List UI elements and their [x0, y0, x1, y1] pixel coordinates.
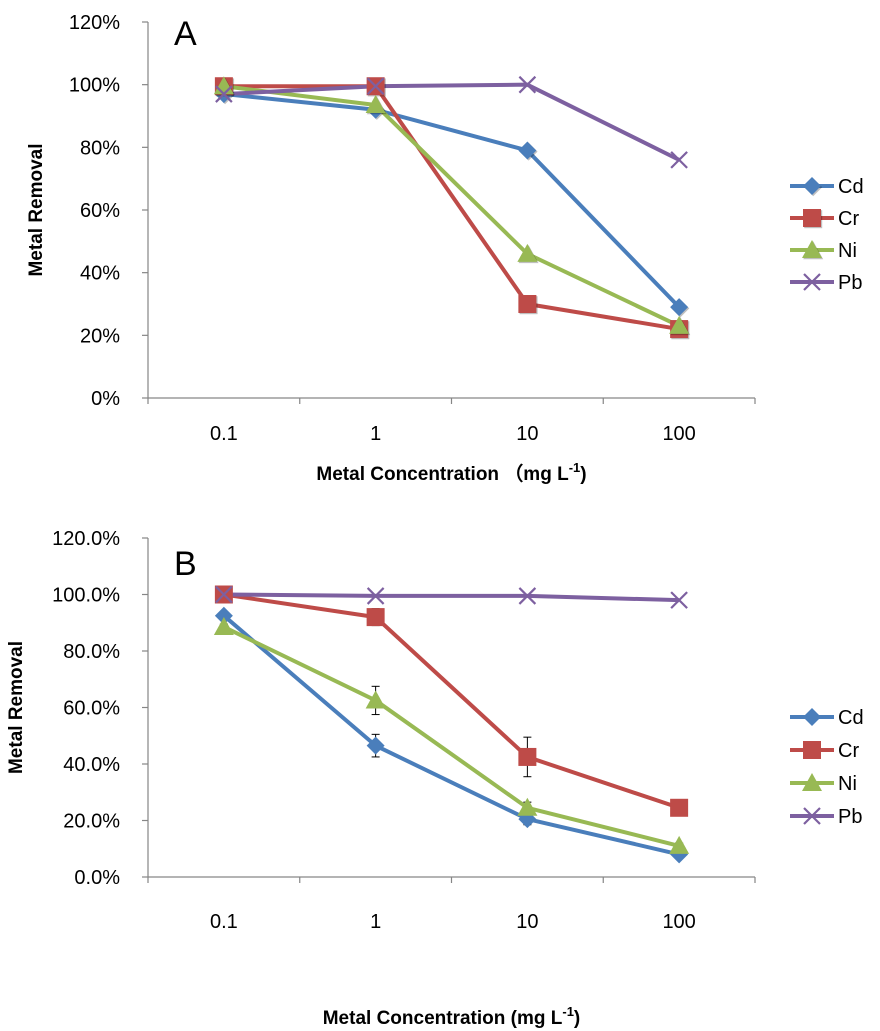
- legend-marker-cr: [803, 741, 821, 759]
- legend-label-pb: Pb: [838, 806, 862, 828]
- panel-label: A: [174, 15, 197, 53]
- series-line-ni: [223, 625, 680, 848]
- x-tick-label: 100: [662, 911, 695, 933]
- point-ni-1: [365, 690, 386, 709]
- point-cd-10: [518, 141, 537, 160]
- y-axis-title: Metal Removal: [26, 143, 47, 276]
- point-cr-1: [366, 608, 385, 627]
- point-pb-10-stroke-b: [518, 587, 537, 605]
- point-ni-100: [669, 835, 690, 854]
- legend-item-pb: Pb: [790, 806, 862, 828]
- legend-marker-cd: [803, 708, 821, 726]
- legend-label-pb: Pb: [838, 272, 862, 294]
- y-tick-label: 20.0%: [63, 811, 120, 833]
- legend-marker-ni: [802, 240, 822, 258]
- legend-item-cr: Cr: [790, 208, 859, 230]
- y-tick-label: 100%: [69, 75, 120, 97]
- point-pb-0.1: [215, 85, 233, 103]
- point-cd-0.1: [214, 606, 233, 625]
- series-line-ni: [223, 84, 680, 328]
- point-cd-100: [670, 298, 689, 317]
- y-tick-label: 0.0%: [74, 867, 120, 889]
- legend-item-ni: Ni: [790, 240, 857, 262]
- point-pb-100: [670, 151, 688, 169]
- y-tick-label: 120%: [69, 12, 120, 34]
- legend-label-cd: Cd: [838, 176, 864, 198]
- legend-item-cr: Cr: [790, 740, 859, 762]
- legend-label-ni: Ni: [838, 773, 857, 795]
- x-axis-title: Metal Concentration （mg L-1): [316, 460, 586, 485]
- point-pb-0.1: [215, 585, 233, 604]
- x-tick-label: 10: [516, 911, 538, 933]
- series-line-cr: [223, 84, 680, 332]
- x-tick-label: 100: [662, 423, 695, 445]
- point-cr-10: [518, 747, 537, 766]
- legend-marker-cd: [803, 177, 821, 195]
- point-cr-100: [670, 798, 689, 817]
- series-line-cd: [222, 614, 680, 857]
- chart-b: 0.0% 20.0% 40.0% 60.0% 80.0% 100.0% 120.0% 0.1 1…: [6, 528, 864, 1029]
- point-pb-1: [366, 587, 385, 605]
- legend-item-cd: Cd: [790, 707, 864, 729]
- point-pb-0.1-stroke-b: [215, 585, 233, 604]
- point-pb-100-stroke-b: [670, 591, 688, 609]
- legend-item-ni: Ni: [790, 773, 857, 795]
- y-tick-label: 120.0%: [52, 528, 120, 550]
- legend-label-ni: Ni: [838, 240, 857, 262]
- x-tick-label: 1: [370, 911, 381, 933]
- point-cd-1: [366, 736, 385, 755]
- y-tick-label: 0%: [91, 388, 120, 410]
- legend-marker-pb-stroke-b: [803, 273, 821, 291]
- legend-label-cr: Cr: [838, 740, 859, 762]
- series-line-pb: [223, 592, 680, 603]
- point-pb-0.1-stroke-b: [215, 85, 233, 103]
- y-tick-label: 80.0%: [63, 641, 120, 663]
- point-pb-1: [366, 77, 385, 96]
- x-tick-label: 0.1: [210, 911, 238, 933]
- y-tick-label: 80%: [80, 137, 120, 159]
- legend-marker-cr: [803, 209, 821, 227]
- legend-marker-ni: [802, 773, 822, 791]
- point-ni-100: [669, 315, 690, 334]
- legend: Cd Cr Ni Pb: [790, 707, 864, 828]
- point-pb-1-stroke-b: [366, 77, 385, 96]
- point-ni-10: [517, 797, 538, 816]
- point-pb-100-stroke-b: [670, 151, 688, 169]
- legend-marker-pb-stroke-b: [803, 807, 821, 825]
- point-pb-1-stroke-b: [366, 587, 385, 605]
- y-axis-title: Metal Removal: [6, 641, 27, 774]
- point-cr-10: [518, 295, 537, 313]
- y-tick-label: 60.0%: [63, 698, 120, 720]
- x-axis-title: Metal Concentration (mg L-1): [323, 1004, 581, 1029]
- point-ni-10: [517, 243, 538, 262]
- chart-a: 0% 20% 40% 60% 80% 100% 120% 0.1 1 10 100 Metal Con…: [26, 12, 864, 485]
- legend-marker-pb: [803, 273, 821, 291]
- point-pb-10: [518, 75, 537, 94]
- y-tick-label: 60%: [80, 200, 120, 222]
- legend-marker-pb: [803, 807, 821, 825]
- point-ni-1: [365, 95, 386, 114]
- y-tick-label: 40%: [80, 263, 120, 285]
- series-line-cd: [223, 92, 681, 309]
- point-pb-100: [670, 591, 688, 609]
- legend-item-pb: Pb: [790, 272, 862, 294]
- y-tick-label: 20%: [80, 325, 120, 347]
- series-line-pb: [223, 82, 681, 162]
- point-pb-10-stroke-b: [518, 75, 537, 94]
- series-line-cr: [223, 592, 680, 810]
- point-ni-0.1: [213, 616, 234, 635]
- x-tick-label: 10: [516, 423, 538, 445]
- legend: Cd Cr Ni Pb: [790, 176, 864, 294]
- x-tick-label: 0.1: [210, 423, 238, 445]
- x-tick-label: 1: [370, 423, 381, 445]
- legend-label-cd: Cd: [838, 707, 864, 729]
- panel-label: B: [174, 545, 197, 583]
- legend-label-cr: Cr: [838, 208, 859, 230]
- y-tick-label: 100.0%: [52, 585, 120, 607]
- y-tick-label: 40.0%: [63, 754, 120, 776]
- point-pb-10: [518, 587, 537, 605]
- legend-item-cd: Cd: [790, 176, 864, 198]
